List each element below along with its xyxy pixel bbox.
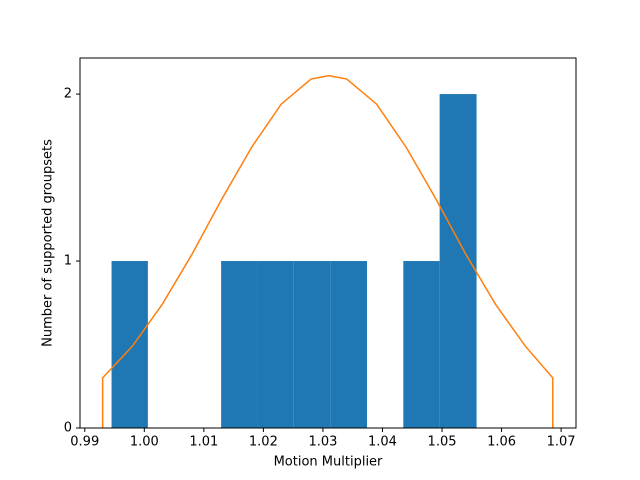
x-tick-label: 1.01 bbox=[189, 435, 218, 450]
bar bbox=[293, 261, 331, 428]
x-tick-label: 1.03 bbox=[308, 435, 337, 450]
bar bbox=[439, 94, 477, 429]
x-axis-label: Motion Multiplier bbox=[274, 455, 383, 470]
y-tick-label: 1 bbox=[64, 254, 72, 269]
x-tick-label: 1.05 bbox=[428, 435, 457, 450]
bar bbox=[403, 261, 440, 428]
bar bbox=[257, 261, 294, 428]
x-tick-label: 1.02 bbox=[249, 435, 278, 450]
y-tick-label: 2 bbox=[64, 87, 72, 102]
x-tick-label: 0.99 bbox=[70, 435, 99, 450]
x-tick-label: 1.00 bbox=[130, 435, 159, 450]
bar bbox=[330, 261, 368, 428]
x-tick-label: 1.06 bbox=[487, 435, 516, 450]
y-axis-label: Number of supported groupsets bbox=[41, 139, 56, 347]
curve bbox=[101, 74, 554, 428]
plot-frame bbox=[79, 57, 577, 429]
y-tick-label: 0 bbox=[64, 421, 72, 436]
x-tick-label: 1.07 bbox=[547, 435, 576, 450]
x-tick-label: 1.04 bbox=[368, 435, 397, 450]
bar bbox=[221, 261, 258, 428]
bar bbox=[111, 261, 148, 428]
